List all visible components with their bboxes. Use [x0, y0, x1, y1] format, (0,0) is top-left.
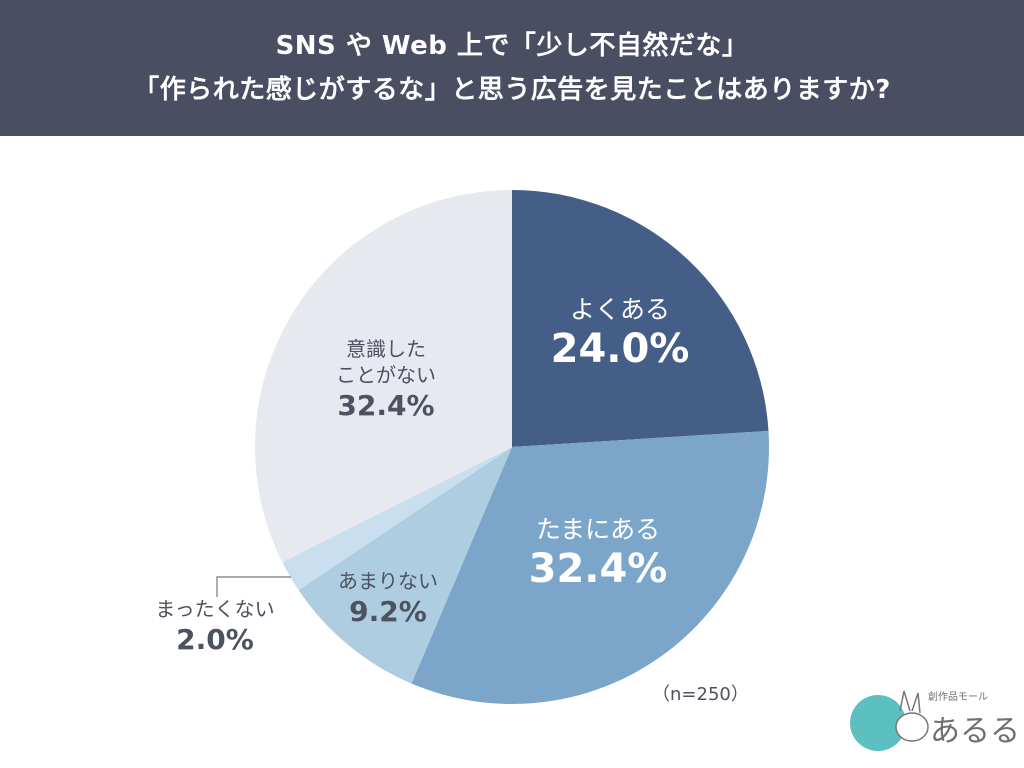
label-never: まったくない 2.0% [155, 597, 275, 656]
label-often: よくある 24.0% [550, 295, 690, 372]
pie-slice [411, 430, 769, 704]
title-line-2: 「作られた感じがするな」と思う広告を見たことはありますか? [133, 75, 891, 105]
label-sometimes: たまにある 32.4% [528, 515, 668, 592]
title-line-1: SNS や Web 上で「少し不自然だな」 [275, 31, 749, 61]
pie-slice [512, 190, 769, 447]
pie-slice [254, 190, 512, 563]
label-rarely: あまりない 9.2% [338, 569, 438, 628]
rabbit-ears-icon [899, 690, 921, 714]
chart-header: SNS や Web 上で「少し不自然だな」 「作られた感じがするな」と思う広告を… [0, 0, 1024, 136]
label-unaware: 意識した ことがない 32.4% [336, 337, 436, 422]
rabbit-face-icon [895, 712, 929, 742]
leader-line [216, 576, 291, 597]
pie-slice [298, 447, 512, 684]
pie-slice [282, 447, 512, 591]
logo-name: あるる [930, 714, 1020, 749]
logo-circle [850, 695, 906, 751]
logo-subtitle: 創作品モール [928, 692, 988, 703]
brand-logo [850, 690, 929, 751]
sample-size-note: （n=250） [652, 684, 749, 705]
